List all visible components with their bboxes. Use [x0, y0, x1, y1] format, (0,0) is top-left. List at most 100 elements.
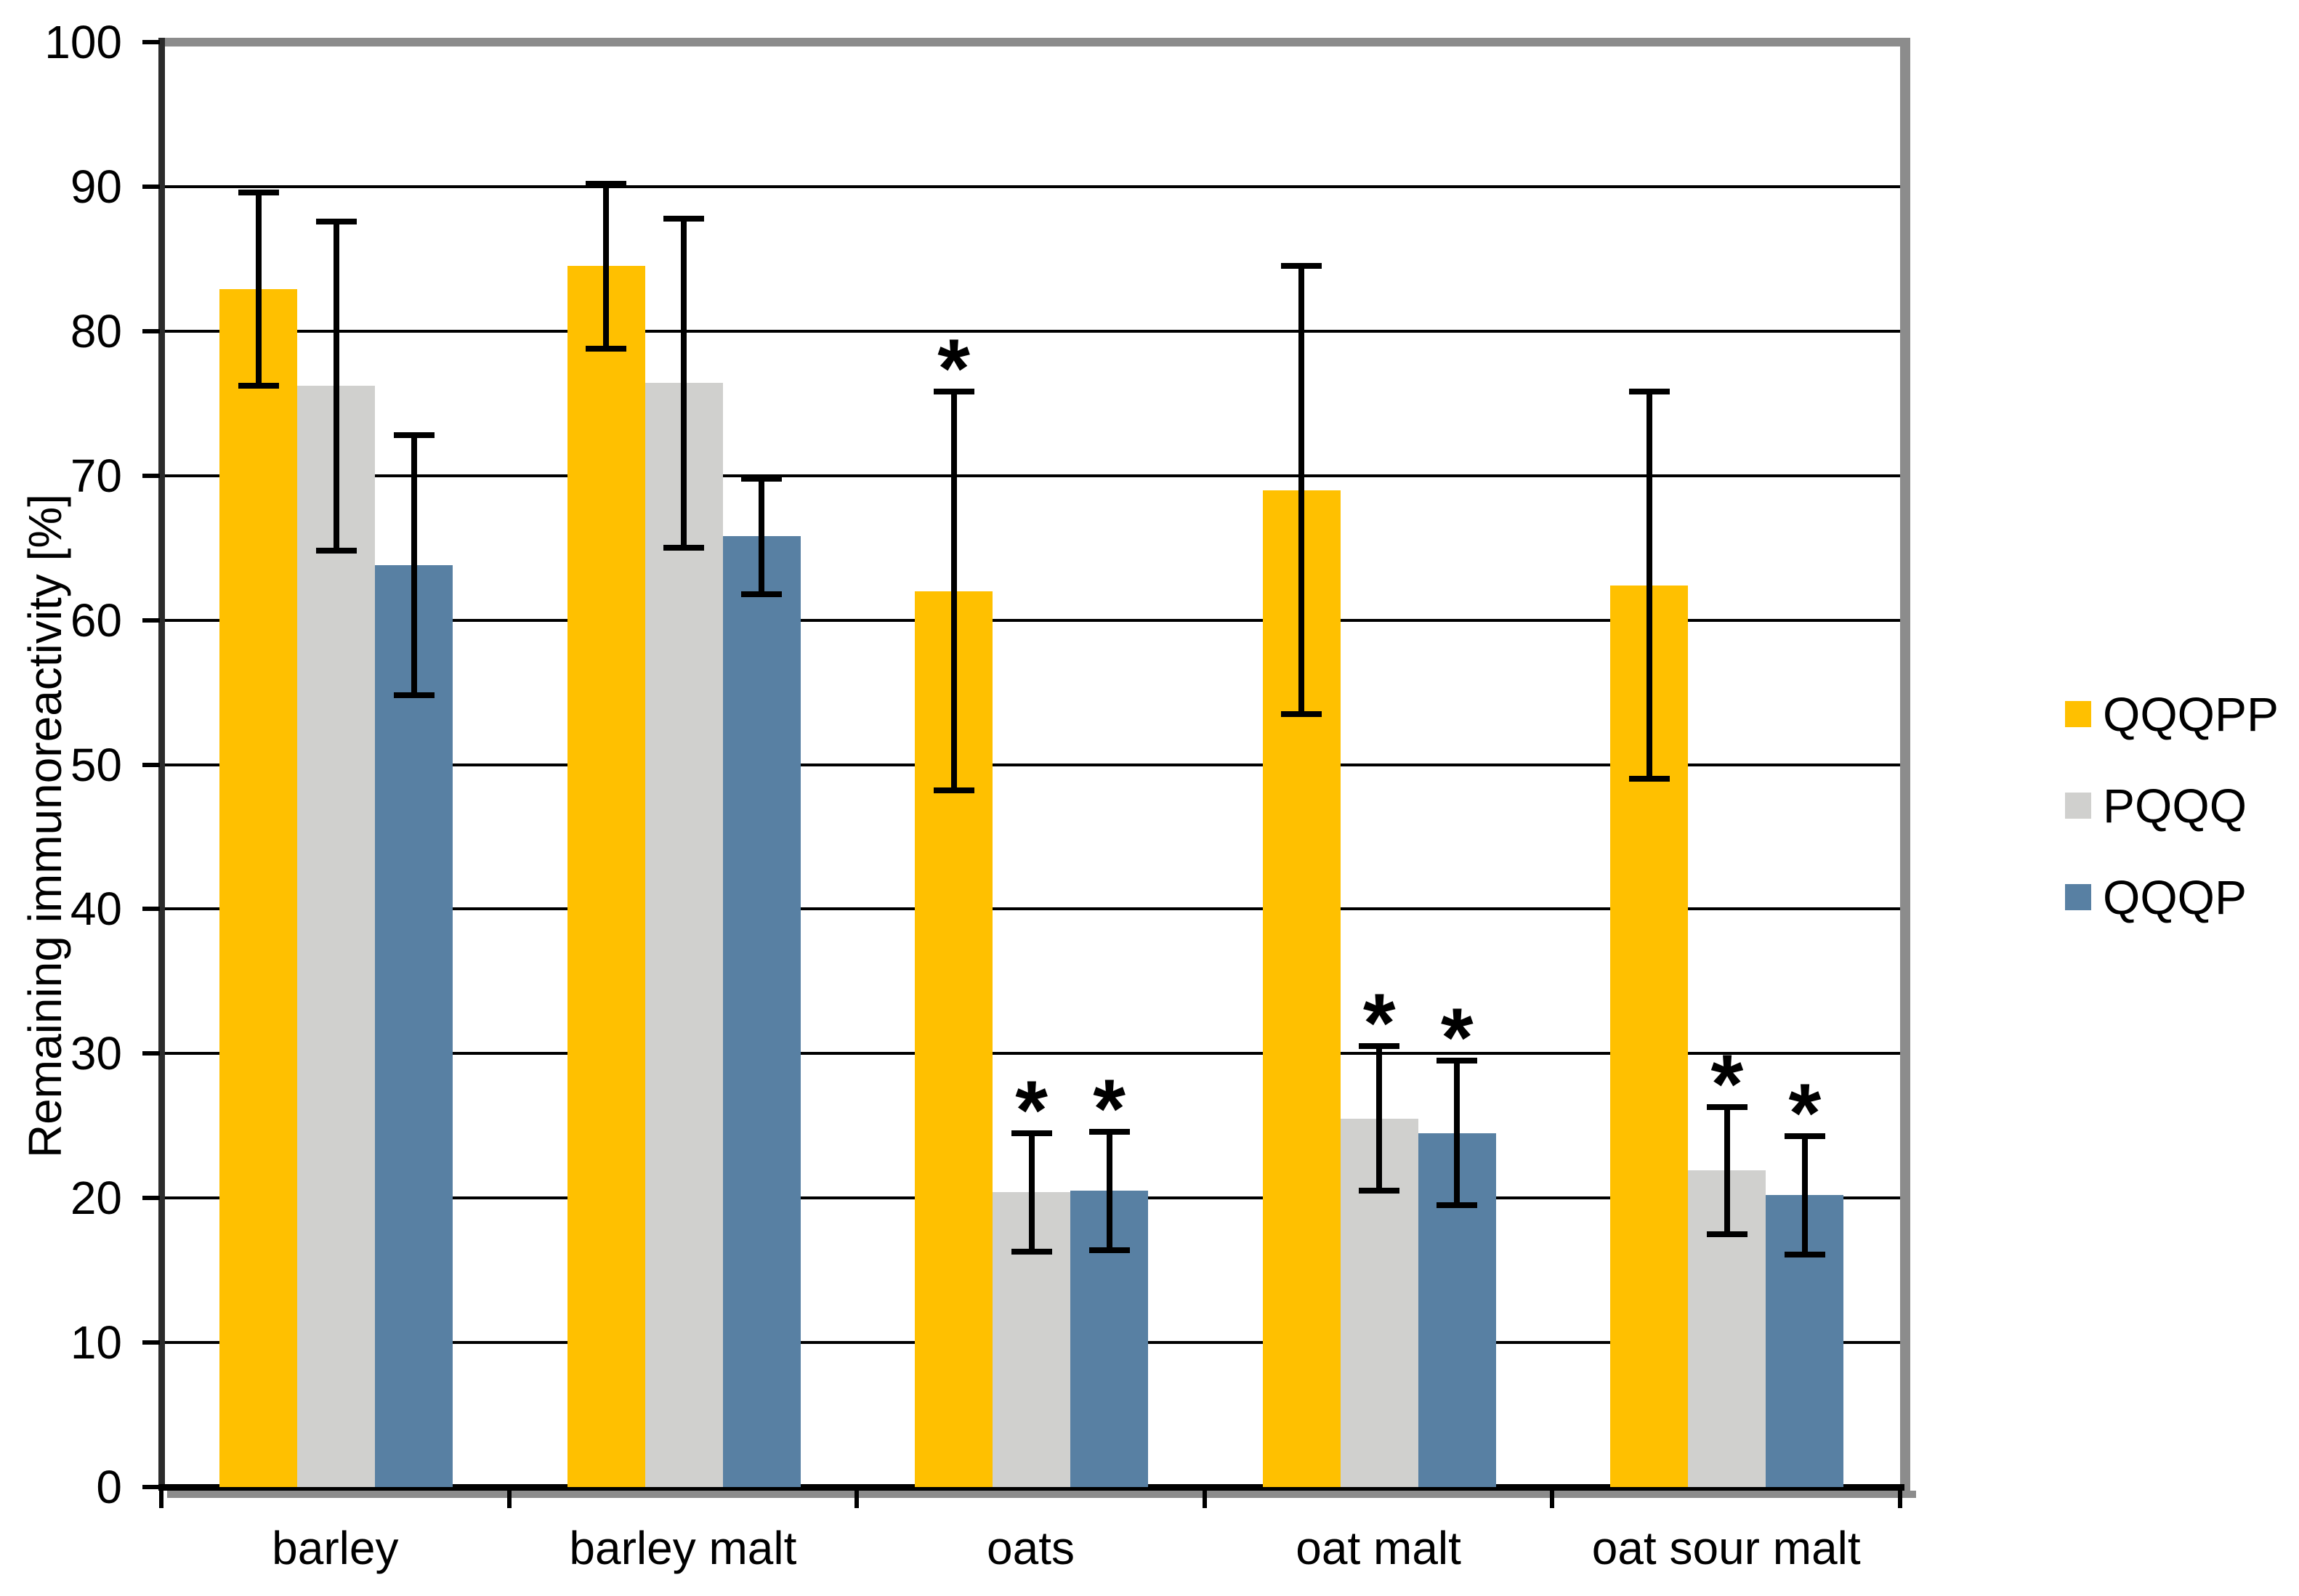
x-axis-tick — [854, 1491, 860, 1508]
error-bar-cap-top — [1706, 1103, 1748, 1110]
error-bar-cap-bottom — [1359, 1188, 1400, 1194]
x-category-label: barley — [272, 1522, 399, 1574]
y-gridline — [161, 763, 1900, 766]
error-bar-cap-top — [1437, 1058, 1478, 1064]
y-gridline — [161, 329, 1900, 333]
y-tick-label: 70 — [70, 449, 122, 502]
error-bar — [1646, 392, 1652, 779]
plot-border-right — [1900, 38, 1910, 1493]
error-bar-cap-top — [1088, 1128, 1130, 1135]
error-bar — [1298, 266, 1305, 714]
legend: QQQPP PQQQ QQQP — [2065, 689, 2279, 963]
legend-item-pqqq: PQQQ — [2065, 780, 2279, 831]
error-bar — [759, 478, 765, 594]
x-axis-tick — [1202, 1491, 1207, 1508]
error-bar-cap-bottom — [1011, 1248, 1052, 1255]
legend-swatch-icon — [2065, 884, 2091, 910]
error-bar — [603, 183, 610, 349]
y-axis-tick — [142, 907, 160, 912]
error-bar-cap-top — [393, 432, 435, 438]
x-category-label: oats — [987, 1522, 1075, 1574]
error-bar — [950, 392, 957, 791]
error-bar-cap-bottom — [586, 345, 627, 352]
y-gridline — [161, 1052, 1900, 1056]
significance-asterisk: * — [937, 323, 971, 416]
significance-asterisk: * — [1015, 1064, 1049, 1157]
bar-qqqpp-0 — [219, 289, 297, 1487]
error-bar-cap-bottom — [238, 383, 279, 389]
error-bar — [1376, 1046, 1383, 1191]
significance-asterisk: * — [1093, 1062, 1126, 1156]
legend-swatch-icon — [2065, 793, 2091, 819]
y-tick-label: 100 — [44, 16, 122, 68]
error-bar-cap-bottom — [1281, 710, 1322, 717]
bar-pqqq-1 — [645, 383, 723, 1487]
error-bar-cap-bottom — [1706, 1231, 1748, 1237]
y-tick-label: 80 — [70, 304, 122, 357]
error-bar-cap-bottom — [1437, 1202, 1478, 1209]
y-axis-tick — [142, 1196, 160, 1201]
significance-asterisk: * — [1362, 977, 1396, 1071]
error-bar — [681, 218, 687, 548]
y-gridline — [161, 185, 1900, 188]
error-bar-cap-top — [1281, 263, 1322, 270]
y-tick-label: 30 — [70, 1027, 122, 1080]
significance-asterisk: * — [1440, 992, 1474, 1085]
x-axis-tick — [1898, 1491, 1902, 1508]
legend-label: QQQPP — [2103, 687, 2279, 741]
y-gridline — [161, 907, 1900, 911]
y-tick-label: 20 — [70, 1172, 122, 1225]
legend-item-qqqpp: QQQPP — [2065, 689, 2279, 740]
error-bar-cap-top — [1628, 389, 1670, 395]
plot-border-top — [161, 38, 1910, 46]
error-bar-cap-bottom — [1088, 1247, 1130, 1253]
y-axis-line — [158, 38, 165, 1490]
legend-swatch-icon — [2065, 701, 2091, 727]
error-bar-cap-top — [933, 389, 974, 395]
y-axis-tick — [142, 762, 160, 767]
x-axis-shadow — [167, 1491, 1916, 1498]
error-bar — [1724, 1106, 1730, 1234]
y-axis-tick — [142, 40, 160, 44]
y-axis-tick — [142, 1340, 160, 1345]
error-bar-cap-bottom — [741, 591, 783, 597]
significance-asterisk: * — [1710, 1037, 1744, 1131]
y-axis-tick — [142, 617, 160, 623]
bar-qqqpp-1 — [567, 266, 645, 1487]
y-axis-tick — [142, 473, 160, 478]
error-bar-cap-bottom — [1784, 1251, 1825, 1257]
error-bar — [1106, 1131, 1112, 1250]
error-bar — [1028, 1133, 1035, 1252]
y-tick-label: 10 — [70, 1316, 122, 1369]
error-bar-cap-bottom — [393, 692, 435, 699]
error-bar — [1454, 1061, 1460, 1206]
error-bar-cap-top — [663, 215, 705, 222]
y-gridline — [161, 618, 1900, 622]
error-bar-cap-top — [238, 189, 279, 195]
bar-pqqq-0 — [297, 386, 375, 1487]
y-tick-label: 60 — [70, 594, 122, 647]
legend-item-qqqp: QQQP — [2065, 872, 2279, 923]
error-bar-cap-top — [1011, 1130, 1052, 1136]
error-bar — [255, 192, 262, 386]
y-tick-label: 40 — [70, 883, 122, 936]
error-bar — [411, 435, 417, 696]
y-tick-label: 0 — [96, 1461, 122, 1513]
x-category-label: oat sour malt — [1591, 1522, 1861, 1574]
x-category-label: barley malt — [569, 1522, 797, 1574]
bar-qqqp-1 — [722, 536, 801, 1487]
y-axis-tick — [142, 184, 160, 189]
legend-label: QQQP — [2103, 870, 2247, 924]
x-axis-tick — [506, 1491, 512, 1508]
error-bar-cap-bottom — [663, 545, 705, 551]
y-tick-label: 90 — [70, 160, 122, 213]
bar-qqqp-0 — [375, 565, 453, 1487]
x-axis-tick — [1550, 1491, 1555, 1508]
y-tick-label: 50 — [70, 738, 122, 791]
x-axis-tick — [159, 1491, 163, 1508]
y-axis-tick — [142, 1485, 160, 1489]
error-bar-cap-bottom — [933, 787, 974, 794]
error-bar-cap-top — [1359, 1043, 1400, 1050]
error-bar-cap-top — [586, 180, 627, 187]
